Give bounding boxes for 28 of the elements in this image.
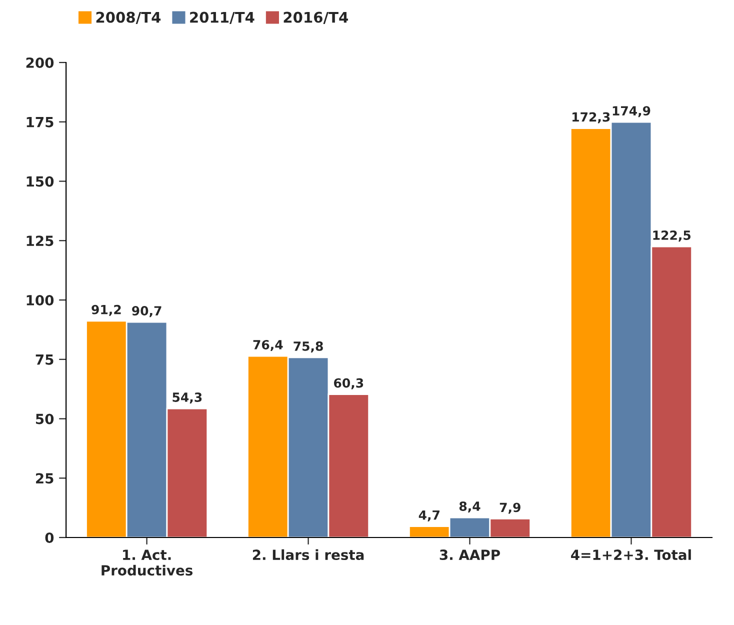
x-tick-label: 2. Llars i resta bbox=[252, 549, 364, 560]
y-tick-label: 175 bbox=[26, 117, 54, 128]
x-tick-label: 4=1+2+3. Total bbox=[571, 549, 691, 560]
data-label: 60,3 bbox=[334, 378, 364, 390]
data-label: 76,4 bbox=[253, 340, 283, 352]
y-tick-label: 125 bbox=[26, 236, 54, 246]
y-tick-label: 200 bbox=[26, 57, 54, 68]
y-tick-label: 100 bbox=[26, 294, 54, 306]
data-label: 172,3 bbox=[572, 112, 610, 124]
y-tick-label: 25 bbox=[36, 473, 54, 484]
legend-label: 2011/T4 bbox=[190, 12, 254, 24]
legend-label: 2016/T4 bbox=[284, 12, 348, 24]
legend-label: 2008/T4 bbox=[96, 12, 161, 24]
data-label: 4,7 bbox=[418, 510, 440, 522]
data-label: 8,4 bbox=[459, 502, 480, 513]
y-tick-label: 50 bbox=[36, 414, 54, 424]
data-label: 122,5 bbox=[653, 230, 691, 242]
data-label: 90,7 bbox=[132, 306, 162, 318]
y-tick-label: 0 bbox=[45, 532, 54, 543]
x-tick-label: 1. Act. Productives bbox=[102, 550, 193, 576]
data-label: 174,9 bbox=[612, 106, 650, 118]
data-label: 75,8 bbox=[294, 341, 323, 352]
data-label: 54,3 bbox=[172, 392, 202, 404]
y-tick-label: 75 bbox=[36, 354, 54, 365]
x-tick-label: 3. AAPP bbox=[440, 550, 500, 560]
data-label: 7,9 bbox=[500, 502, 520, 514]
data-label: 91,2 bbox=[92, 304, 121, 316]
y-tick-label: 150 bbox=[26, 176, 54, 187]
